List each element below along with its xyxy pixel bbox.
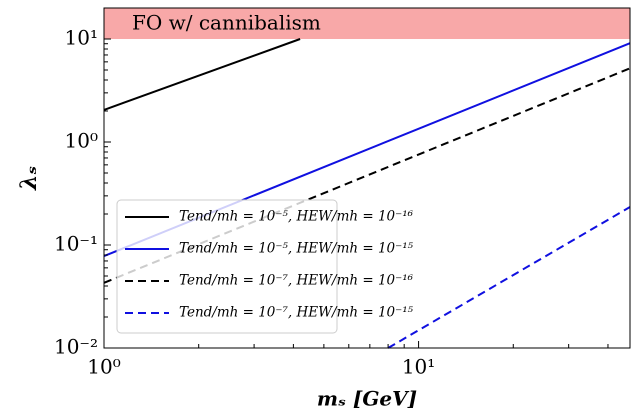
shaded-region xyxy=(104,8,630,40)
series-line xyxy=(387,206,631,349)
legend-label: Tend/mh = 10⁻⁷, HEW/mh = 10⁻¹⁶ xyxy=(179,273,414,289)
legend-label: Tend/mh = 10⁻⁷, HEW/mh = 10⁻¹⁵ xyxy=(179,305,414,321)
x-axis-label: mₛ [GeV] xyxy=(317,387,417,411)
series-line xyxy=(103,38,301,111)
plot-frame xyxy=(103,7,631,349)
legend-label: Tend/mh = 10⁻⁵, HEW/mh = 10⁻¹⁶ xyxy=(179,209,414,225)
x-tick-label: 10⁰ xyxy=(87,355,120,379)
legend-box xyxy=(116,199,338,334)
y-tick-label: 10⁰ xyxy=(65,129,98,153)
legend-label: Tend/mh = 10⁻⁵, HEW/mh = 10⁻¹⁵ xyxy=(179,241,414,257)
region-label: FO w/ cannibalism xyxy=(132,11,321,35)
x-tick-label: 10¹ xyxy=(402,355,435,379)
y-tick-label: 10⁻² xyxy=(54,335,98,359)
y-tick-label: 10¹ xyxy=(65,26,98,50)
y-tick-label: 10⁻¹ xyxy=(54,232,98,256)
y-axis-label: λₛ xyxy=(16,166,42,191)
